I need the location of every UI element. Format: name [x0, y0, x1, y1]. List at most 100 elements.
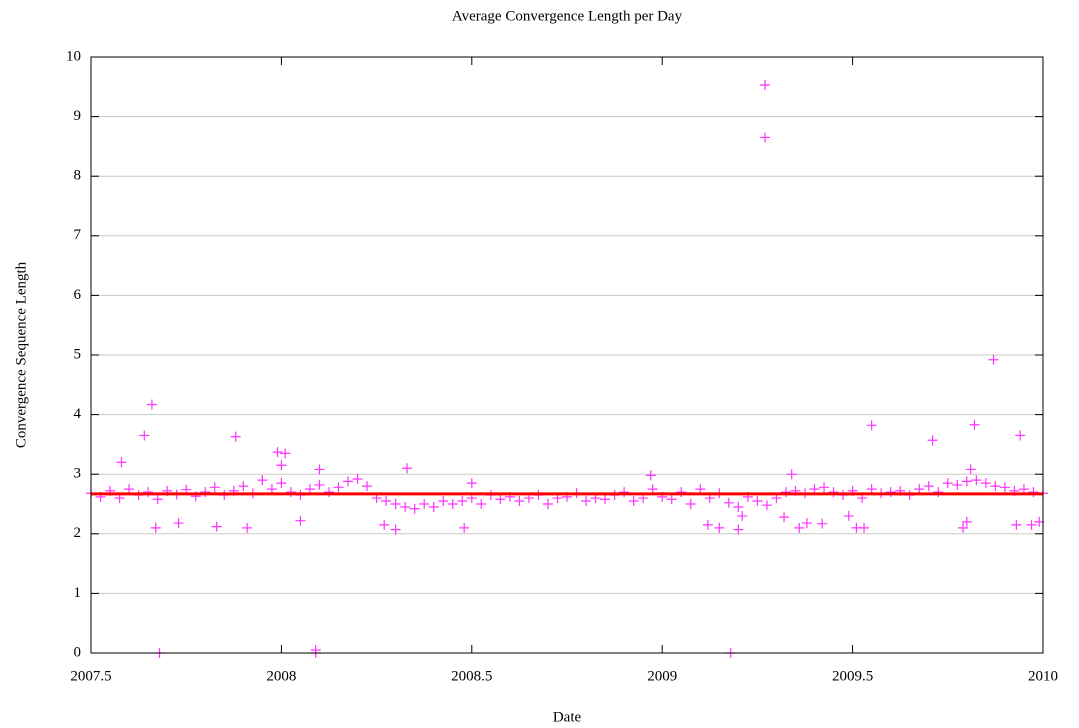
y-tick-label: 9 — [74, 108, 82, 124]
point — [514, 496, 525, 507]
x-tick-label: 2008 — [266, 668, 296, 684]
point — [333, 482, 344, 493]
point — [459, 522, 470, 533]
point — [933, 487, 944, 498]
point — [817, 518, 828, 529]
point — [352, 473, 363, 484]
point — [276, 478, 287, 489]
point — [116, 457, 127, 468]
point — [958, 522, 969, 533]
point — [324, 487, 334, 498]
point — [737, 510, 748, 521]
x-tick-label: 2009.5 — [832, 668, 873, 684]
x-tick-label: 2008.5 — [451, 668, 492, 684]
point — [152, 494, 163, 505]
chart-title: Average Convergence Length per Day — [452, 8, 683, 24]
point — [1015, 430, 1026, 441]
point — [428, 501, 439, 512]
point — [238, 481, 249, 492]
point — [780, 487, 791, 498]
point — [542, 499, 553, 509]
y-tick-label: 4 — [74, 406, 82, 422]
x-tick-label: 2010 — [1028, 668, 1058, 684]
point — [733, 501, 744, 512]
point — [885, 487, 896, 498]
point — [752, 496, 763, 507]
point — [257, 475, 268, 486]
point — [285, 487, 296, 498]
point — [786, 469, 797, 480]
point — [988, 354, 999, 365]
point — [866, 420, 877, 431]
point — [400, 501, 411, 512]
point — [409, 503, 420, 514]
point — [685, 499, 696, 509]
point — [143, 487, 154, 498]
y-tick-label: 10 — [66, 48, 81, 64]
point — [999, 482, 1010, 493]
y-tick-label: 3 — [74, 466, 82, 482]
x-axis-label: Date — [553, 709, 582, 725]
point — [761, 500, 772, 511]
point — [969, 419, 980, 430]
y-axis-label: Convergence Sequence Length — [13, 261, 29, 448]
point — [843, 510, 854, 521]
point — [139, 430, 150, 441]
point — [362, 481, 373, 492]
point — [1028, 487, 1039, 498]
point — [990, 481, 1001, 492]
point — [779, 512, 790, 523]
y-tick-label: 6 — [74, 287, 82, 303]
point — [242, 522, 253, 533]
point — [343, 476, 354, 487]
point — [438, 496, 449, 507]
point — [714, 522, 725, 533]
point — [666, 494, 677, 505]
point — [146, 399, 157, 410]
point — [173, 518, 184, 529]
point — [600, 494, 611, 505]
y-tick-label: 7 — [74, 227, 82, 243]
point — [381, 496, 392, 507]
point — [272, 447, 283, 458]
point — [280, 448, 291, 459]
y-tick-label: 2 — [74, 525, 82, 541]
point — [952, 479, 963, 490]
point — [495, 494, 506, 505]
point — [276, 460, 287, 471]
point — [295, 515, 306, 526]
point — [200, 487, 211, 498]
point — [628, 496, 639, 507]
point — [402, 463, 413, 474]
point — [457, 496, 468, 507]
point — [733, 524, 744, 535]
point — [379, 519, 390, 530]
point — [466, 478, 477, 489]
point — [314, 464, 325, 475]
y-tick-label: 1 — [74, 585, 82, 601]
x-tick-label: 2009 — [647, 668, 677, 684]
point — [230, 431, 241, 442]
point — [702, 519, 713, 530]
point — [447, 499, 458, 509]
point — [923, 481, 934, 492]
x-tick-label: 2007.5 — [70, 668, 111, 684]
point — [980, 478, 991, 489]
point — [760, 132, 771, 143]
point — [859, 522, 870, 533]
point — [676, 487, 687, 498]
point — [150, 522, 161, 533]
point — [961, 476, 972, 487]
point — [476, 499, 487, 509]
point — [965, 464, 976, 475]
plot-border — [90, 56, 1044, 654]
point — [819, 482, 830, 493]
point — [619, 487, 630, 498]
point — [971, 475, 982, 486]
point — [1011, 519, 1022, 530]
point — [581, 496, 592, 507]
y-tick-label: 0 — [74, 644, 82, 660]
point — [760, 80, 771, 91]
point — [390, 524, 401, 535]
